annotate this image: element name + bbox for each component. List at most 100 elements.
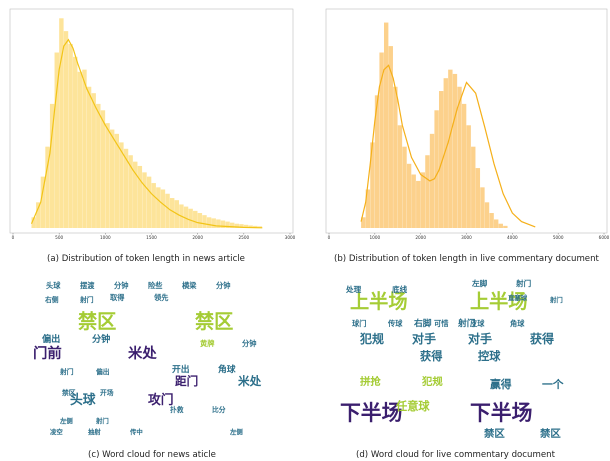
chart-a: 0 500 1000 1500 2000 2500 3000 (a) Distributio… xyxy=(9,8,296,264)
histogram-bar xyxy=(429,133,435,228)
cloud-word: 角球 xyxy=(218,363,236,375)
histogram-bar xyxy=(59,18,64,229)
cloud-word: 禁区 xyxy=(62,388,76,397)
cloud-word: 右侧 xyxy=(44,295,59,304)
histogram-bar xyxy=(202,215,207,228)
cloud-word: 分钟 xyxy=(216,281,230,290)
histogram-bar xyxy=(420,172,426,228)
histogram-bar xyxy=(109,129,115,228)
histogram-bar xyxy=(197,213,203,228)
histogram-bar xyxy=(45,146,50,228)
wordcloud-live-caption: (d) Word cloud for live commentary docum… xyxy=(356,450,556,460)
x-tick-label: 2000 xyxy=(415,235,426,240)
histogram-bar xyxy=(188,208,193,228)
chart-b-x-ticks: 0 1000 2000 3000 4000 5000 6000 xyxy=(328,233,610,240)
cloud-word: 分钟 xyxy=(242,339,256,348)
histogram-bar xyxy=(156,187,161,228)
histogram-bar xyxy=(248,225,253,228)
cloud-word: 下半场 xyxy=(340,401,402,425)
chart-a-density-line xyxy=(30,38,263,229)
cloud-word: 赢得 xyxy=(490,377,512,391)
histogram-bar xyxy=(475,168,481,228)
histogram-bar xyxy=(193,210,198,228)
cloud-word: 比分 xyxy=(212,405,226,414)
cloud-word: 横梁 xyxy=(182,281,197,290)
cloud-word: 禁区 xyxy=(195,310,233,333)
cloud-word: 米处 xyxy=(128,344,157,362)
histogram-bar xyxy=(73,56,78,228)
histogram-bar xyxy=(480,187,485,228)
histogram-bar xyxy=(91,93,96,229)
cloud-word: 禁区 xyxy=(539,427,561,440)
histogram-bar xyxy=(216,219,221,228)
histogram-bar xyxy=(370,142,375,228)
histogram-bar xyxy=(77,71,83,228)
cloud-word: 可惜 xyxy=(434,319,449,328)
histogram-bar xyxy=(406,163,412,228)
histogram-bar xyxy=(225,221,230,228)
cloud-word: 球门 xyxy=(352,319,366,328)
x-tick-label: 6000 xyxy=(599,235,610,240)
cloud-word: 扑救 xyxy=(170,405,184,414)
chart-b-caption: (b) Distribution of token length in live… xyxy=(334,254,600,264)
histogram-bar xyxy=(142,172,147,228)
cloud-word: 取得 xyxy=(110,293,124,302)
cloud-word: 摆渡 xyxy=(80,281,95,290)
x-tick-label: 4000 xyxy=(507,235,518,240)
histogram-bar xyxy=(489,213,494,228)
cloud-word: 禁区 xyxy=(78,310,116,333)
cloud-word: 任意球 xyxy=(395,399,430,413)
histogram-bar xyxy=(146,176,152,228)
cloud-word: 对手 xyxy=(468,331,492,346)
histogram-bar xyxy=(466,125,471,228)
histogram-bar xyxy=(31,217,36,228)
histogram-bar xyxy=(119,142,124,228)
histogram-bar xyxy=(123,148,129,228)
cloud-word: 左脚 xyxy=(471,278,488,288)
histogram-bar xyxy=(114,133,119,228)
histogram-bar xyxy=(169,198,175,228)
cloud-word: 开场 xyxy=(100,388,114,397)
cloud-word: 偏出 xyxy=(42,333,60,345)
histogram-bar xyxy=(206,217,212,228)
cloud-word: 处理 xyxy=(345,284,362,294)
histogram-bar xyxy=(461,103,467,228)
cloud-word: 射门 xyxy=(549,295,563,304)
cloud-word: 上半场 xyxy=(470,290,528,313)
cloud-word: 犯规 xyxy=(421,375,443,388)
histogram-bar xyxy=(243,224,249,228)
cloud-word: 传球 xyxy=(387,319,403,328)
histogram-bar xyxy=(494,219,499,228)
cloud-word: 开出 xyxy=(172,363,190,375)
histogram-bar xyxy=(49,103,55,228)
histogram-bar xyxy=(128,155,133,228)
chart-b: 0 1000 2000 3000 4000 5000 6000 (b) Distributi… xyxy=(325,8,610,264)
histogram-bar xyxy=(361,217,366,228)
cloud-word: 抽射 xyxy=(88,427,101,436)
cloud-word: 禁区 xyxy=(483,427,505,440)
cloud-word: 门前 xyxy=(33,344,62,362)
cloud-word: 分钟 xyxy=(92,333,110,345)
chart-b-bars xyxy=(361,22,508,229)
histogram-bar xyxy=(165,193,170,228)
cloud-word: 传中 xyxy=(129,427,143,436)
x-tick-label: 0 xyxy=(12,235,15,240)
cloud-word: 拼抢 xyxy=(360,375,381,388)
cloud-word: 左侧 xyxy=(229,427,243,436)
cloud-word: 控球 xyxy=(478,349,501,363)
cloud-word: 射门 xyxy=(95,416,109,425)
cloud-word: 距门 xyxy=(175,374,198,388)
histogram-bar xyxy=(160,189,166,228)
histogram-bar xyxy=(63,31,69,229)
histogram-bar xyxy=(68,43,73,229)
histogram-bar xyxy=(137,165,143,228)
x-tick-label: 1500 xyxy=(146,235,157,240)
histogram-bar xyxy=(457,86,462,228)
histogram-bar xyxy=(416,180,421,228)
histogram-bar xyxy=(402,146,407,228)
cloud-word: 头球 xyxy=(46,281,61,290)
cloud-word: 射门 xyxy=(79,295,94,304)
